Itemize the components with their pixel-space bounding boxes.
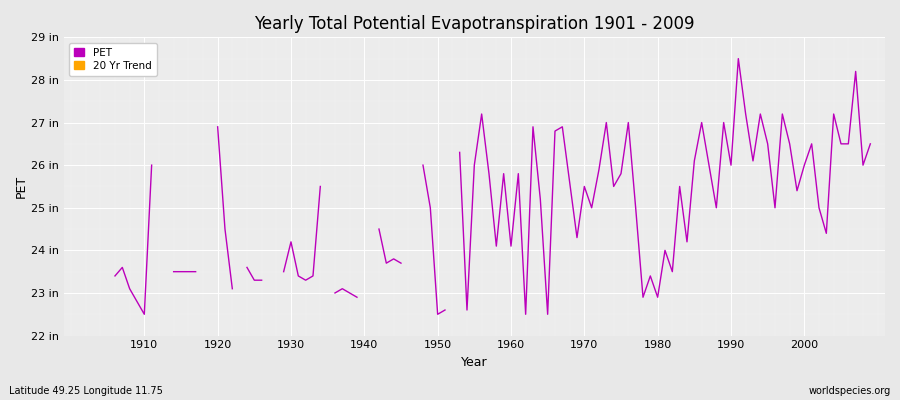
Legend: PET, 20 Yr Trend: PET, 20 Yr Trend [68,42,157,76]
X-axis label: Year: Year [461,356,488,369]
Text: Latitude 49.25 Longitude 11.75: Latitude 49.25 Longitude 11.75 [9,386,163,396]
Title: Yearly Total Potential Evapotranspiration 1901 - 2009: Yearly Total Potential Evapotranspiratio… [254,15,695,33]
Y-axis label: PET: PET [15,175,28,198]
Text: worldspecies.org: worldspecies.org [809,386,891,396]
